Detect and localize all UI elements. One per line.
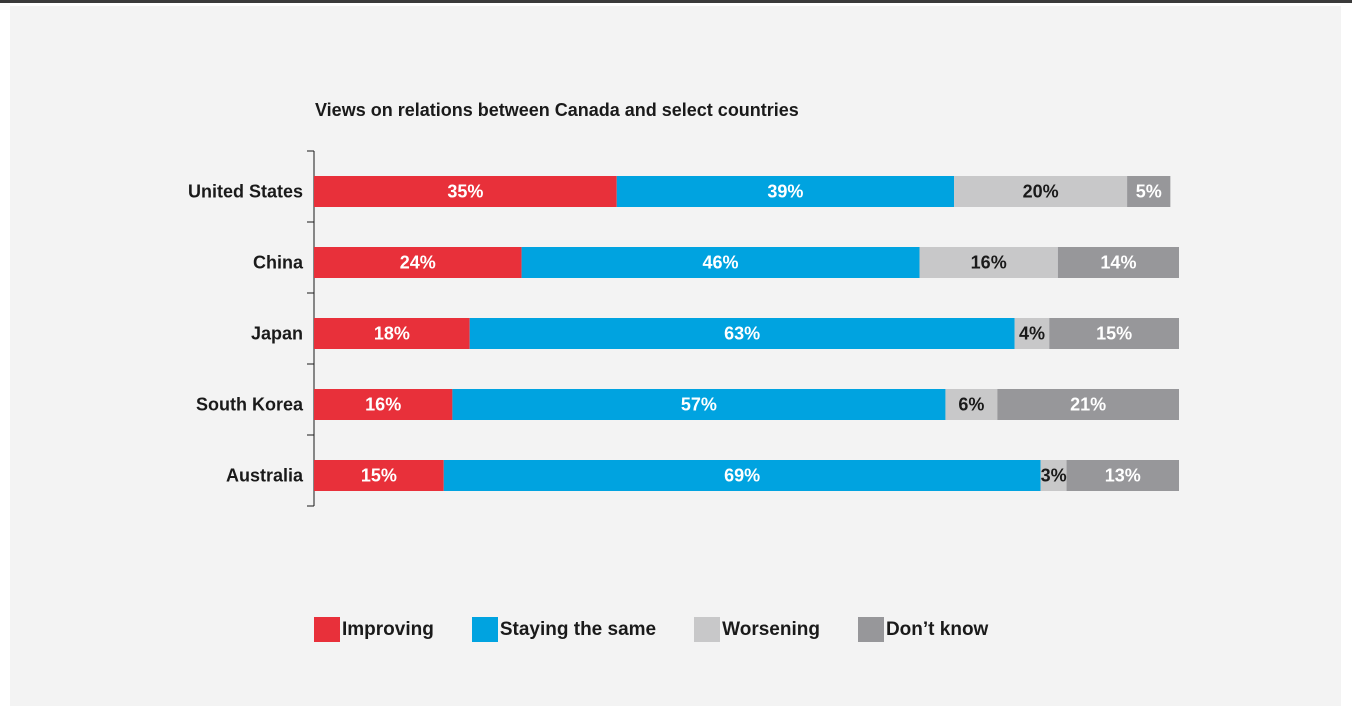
chart-panel	[10, 6, 1341, 706]
bar-segment	[469, 318, 1015, 349]
data-label: 14%	[1100, 253, 1136, 273]
legend-label: Improving	[342, 618, 434, 640]
legend-swatch	[857, 616, 884, 642]
category-label: United States	[188, 182, 303, 202]
data-label: 39%	[767, 182, 803, 202]
data-label: 16%	[365, 395, 401, 415]
bar-segment	[1127, 176, 1171, 207]
data-label: 13%	[1105, 466, 1141, 486]
category-label: Japan	[251, 324, 303, 344]
legend-swatch	[314, 616, 340, 642]
chart-title: Views on relations between Canada and se…	[315, 100, 799, 120]
bar-segment	[314, 247, 522, 278]
bar-segment	[616, 176, 955, 207]
bar-segment	[919, 247, 1058, 278]
data-label: 46%	[703, 253, 739, 273]
bar-segment	[443, 460, 1041, 491]
data-label: 24%	[400, 253, 436, 273]
chart-legend: Improving Staying the same Worsening Don’t …	[314, 615, 1026, 643]
legend-item: Staying the same	[471, 616, 657, 642]
bar-segment	[1066, 460, 1179, 491]
legend-item: Improving	[314, 616, 434, 642]
data-label: 57%	[681, 395, 717, 415]
legend-label: Don’t know	[885, 618, 989, 640]
top-rule	[0, 0, 1352, 3]
legend-label: Worsening	[722, 618, 820, 640]
category-label: China	[253, 253, 304, 273]
data-label: 20%	[1023, 182, 1059, 202]
data-label: 15%	[1096, 324, 1132, 344]
bar-segment	[945, 389, 998, 420]
bar-segment	[314, 318, 470, 349]
data-label: 21%	[1070, 395, 1106, 415]
data-label: 18%	[374, 324, 410, 344]
bar-segment	[521, 247, 920, 278]
data-label: 16%	[971, 253, 1007, 273]
legend-item: Don’t know	[857, 616, 989, 642]
bar-segment	[1057, 247, 1179, 278]
bar-segment	[997, 389, 1179, 420]
data-label: 3%	[1041, 466, 1067, 486]
data-label: 6%	[958, 395, 984, 415]
bar-segment	[1049, 318, 1179, 349]
legend-swatch	[471, 616, 498, 642]
legend-label: Staying the same	[499, 618, 657, 640]
data-label: 35%	[447, 182, 483, 202]
legend-swatch	[694, 616, 721, 642]
bar-segment	[954, 176, 1128, 207]
data-label: 15%	[361, 466, 397, 486]
data-label: 63%	[724, 324, 760, 344]
bar-segment	[1040, 460, 1067, 491]
category-label: South Korea	[196, 395, 304, 415]
legend-item: Worsening	[694, 616, 820, 642]
bar-segment	[1014, 318, 1050, 349]
data-label: 69%	[724, 466, 760, 486]
bar-segment	[452, 389, 946, 420]
data-label: 4%	[1019, 324, 1045, 344]
category-label: Australia	[226, 466, 304, 486]
bar-segment	[314, 176, 617, 207]
data-label: 5%	[1136, 182, 1162, 202]
bar-segment	[314, 460, 444, 491]
bar-segment	[314, 389, 453, 420]
